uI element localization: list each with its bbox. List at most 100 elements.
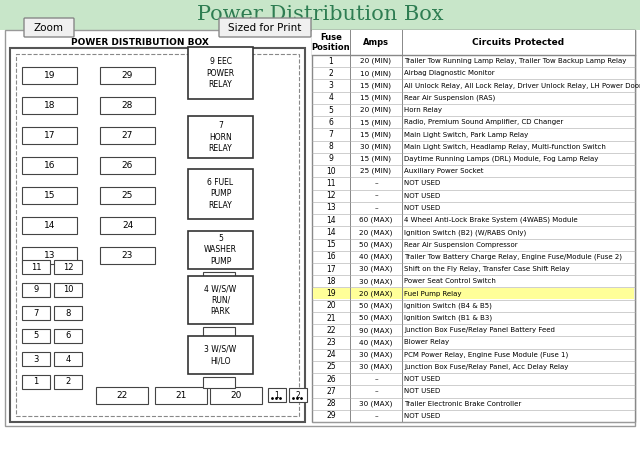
Bar (10, 48, 305, 422)
Text: 6 FUEL
PUMP
RELAY: 6 FUEL PUMP RELAY (207, 178, 234, 210)
Text: 24: 24 (122, 221, 133, 230)
Text: 20 (MIN): 20 (MIN) (360, 58, 392, 64)
Bar (22, 306, 50, 320)
Text: 2: 2 (328, 69, 333, 78)
Bar (96, 387, 148, 404)
Text: 40 (MAX): 40 (MAX) (359, 339, 393, 346)
Text: NOT USED: NOT USED (404, 205, 440, 211)
Text: 20: 20 (230, 391, 242, 400)
Text: Sized for Print: Sized for Print (228, 23, 301, 33)
Text: 30 (MAX): 30 (MAX) (359, 364, 393, 370)
Text: 50 (MAX): 50 (MAX) (359, 242, 393, 248)
Text: 23: 23 (122, 251, 133, 260)
Text: 27: 27 (326, 387, 336, 396)
Text: Junction Box Fuse/Relay Panel, Acc Delay Relay: Junction Box Fuse/Relay Panel, Acc Delay… (404, 364, 568, 370)
Bar (22, 352, 50, 366)
Text: 16: 16 (326, 252, 336, 262)
Text: Auxiliary Power Socket: Auxiliary Power Socket (404, 168, 483, 174)
Text: NOT USED: NOT USED (404, 376, 440, 382)
Text: –: – (374, 192, 378, 199)
Bar (100, 217, 155, 234)
Text: 1: 1 (328, 57, 333, 66)
Text: 20 (MAX): 20 (MAX) (359, 290, 393, 297)
Text: 21: 21 (175, 391, 187, 400)
Bar (100, 247, 155, 264)
Text: 13: 13 (44, 251, 55, 260)
Text: 6: 6 (328, 118, 333, 127)
Text: Horn Relay: Horn Relay (404, 107, 442, 113)
Text: 5: 5 (328, 105, 333, 114)
Bar (22, 260, 50, 274)
Text: 23: 23 (326, 338, 336, 347)
Text: Rear Air Suspension Compressor: Rear Air Suspension Compressor (404, 242, 518, 247)
Text: 7: 7 (328, 130, 333, 139)
Text: 8: 8 (65, 309, 70, 317)
Bar (22, 217, 77, 234)
Bar (188, 116, 253, 158)
Bar (54, 283, 82, 297)
Text: 26: 26 (326, 375, 336, 384)
Bar (5, 30, 635, 426)
Bar (312, 30, 635, 55)
Text: 4: 4 (65, 355, 70, 364)
Text: 15: 15 (326, 240, 336, 249)
Text: 28: 28 (326, 399, 336, 408)
Text: 14: 14 (326, 216, 336, 225)
Text: 15 (MIN): 15 (MIN) (360, 94, 392, 101)
Text: 30 (MAX): 30 (MAX) (359, 400, 393, 407)
Text: 17: 17 (326, 265, 336, 274)
Text: –: – (374, 376, 378, 382)
Bar (54, 329, 82, 343)
Text: Power Distribution Box: Power Distribution Box (196, 5, 444, 25)
Text: 24: 24 (326, 350, 336, 359)
Text: 4 W/S/W
RUN/
PARK: 4 W/S/W RUN/ PARK (204, 284, 237, 316)
Text: Circuits Protected: Circuits Protected (472, 38, 564, 47)
Text: 7: 7 (33, 309, 38, 317)
Text: 14: 14 (326, 228, 336, 237)
Text: 3 W/S/W
HI/LO: 3 W/S/W HI/LO (204, 345, 237, 365)
Bar (203, 327, 235, 338)
Text: Ignition Switch (B2) (W/RABS Only): Ignition Switch (B2) (W/RABS Only) (404, 229, 526, 236)
Text: 29: 29 (326, 411, 336, 420)
Text: NOT USED: NOT USED (404, 192, 440, 199)
Text: 3: 3 (328, 81, 333, 90)
Bar (188, 47, 253, 99)
Text: –: – (374, 205, 378, 211)
Bar (22, 97, 77, 114)
Bar (155, 387, 207, 404)
Text: 5: 5 (33, 331, 38, 340)
Text: 1: 1 (275, 390, 280, 400)
Text: All Unlock Relay, All Lock Relay, Driver Unlock Relay, LH Power Door Lock Switch: All Unlock Relay, All Lock Relay, Driver… (404, 83, 640, 89)
Bar (22, 283, 50, 297)
Text: 18: 18 (44, 101, 55, 110)
Text: 11: 11 (31, 262, 41, 271)
Text: 10 (MIN): 10 (MIN) (360, 70, 392, 77)
Text: 30 (MAX): 30 (MAX) (359, 351, 393, 358)
Text: Shift on the Fly Relay, Transfer Case Shift Relay: Shift on the Fly Relay, Transfer Case Sh… (404, 266, 570, 272)
Text: 27: 27 (122, 131, 133, 140)
Bar (100, 157, 155, 174)
Text: NOT USED: NOT USED (404, 413, 440, 419)
Text: 29: 29 (122, 71, 133, 80)
Text: 20 (MAX): 20 (MAX) (359, 229, 393, 236)
Text: 30 (MIN): 30 (MIN) (360, 143, 392, 150)
Text: 7
HORN
RELAY: 7 HORN RELAY (209, 121, 232, 153)
Text: 9 EEC
POWER
RELAY: 9 EEC POWER RELAY (207, 57, 235, 89)
Text: Fuse
Position: Fuse Position (312, 33, 350, 52)
Bar (100, 127, 155, 144)
Text: 10: 10 (63, 286, 73, 295)
Text: 6: 6 (65, 331, 70, 340)
Text: Power Seat Control Switch: Power Seat Control Switch (404, 278, 496, 284)
Text: PCM Power Relay, Engine Fuse Module (Fuse 1): PCM Power Relay, Engine Fuse Module (Fus… (404, 351, 568, 358)
Text: –: – (374, 180, 378, 187)
Text: 9: 9 (33, 286, 38, 295)
Text: 21: 21 (326, 314, 336, 322)
Bar (16, 54, 299, 416)
Text: 19: 19 (326, 289, 336, 298)
Text: 90 (MAX): 90 (MAX) (359, 327, 393, 334)
Text: 15 (MIN): 15 (MIN) (360, 156, 392, 162)
Bar (312, 30, 635, 422)
Text: 20 (MIN): 20 (MIN) (360, 107, 392, 114)
Text: Ignition Switch (B1 & B3): Ignition Switch (B1 & B3) (404, 315, 492, 321)
Text: –: – (374, 413, 378, 419)
